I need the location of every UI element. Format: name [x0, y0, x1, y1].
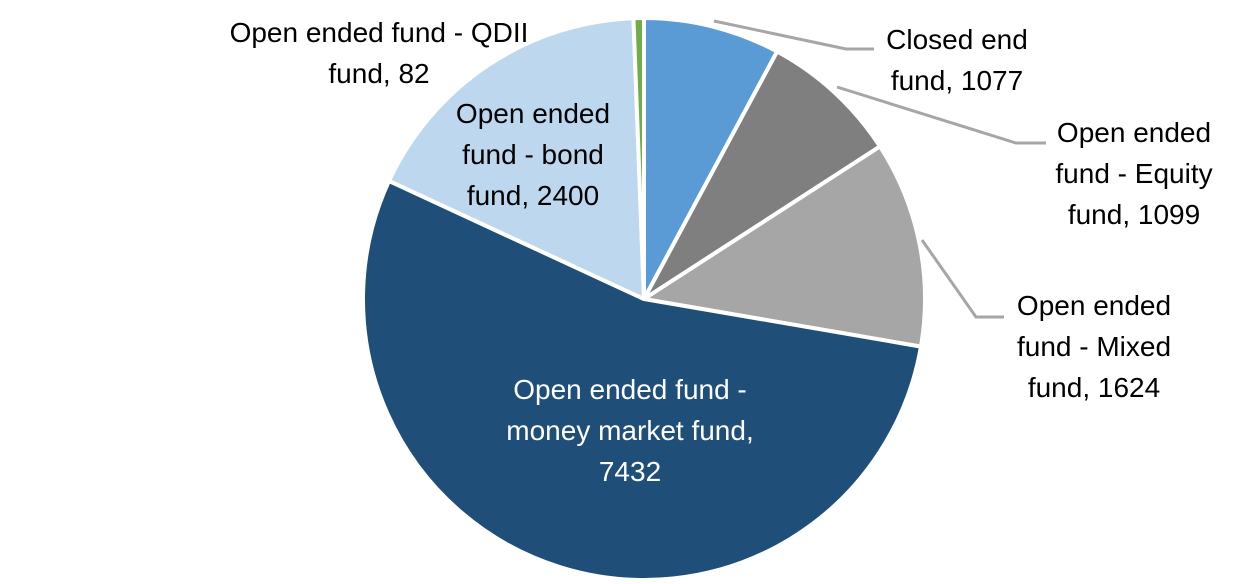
pie-label-line: fund, 1077	[890, 65, 1024, 96]
pie-label-line: Open ended	[1056, 117, 1212, 148]
pie-label-money-market-fund: Open ended fund - money market fund, 743…	[506, 369, 753, 492]
pie-label-line: fund, 82	[328, 58, 430, 89]
pie-label-line: fund, 1624	[1027, 372, 1161, 403]
pie-label-line: 7432	[598, 456, 662, 487]
leader-line-closed-end-fund	[713, 19, 874, 51]
pie-slice-open-ended-fund-mixed-fund	[642, 144, 927, 349]
pie-label-line: money market fund,	[506, 415, 754, 446]
pie-slice-open-ended-fund-bond-fund	[387, 16, 646, 301]
pie-label-line: Open ended	[1016, 290, 1172, 321]
leader-line-mixed-fund	[920, 239, 1004, 319]
pie-slice-closed-end-fund	[642, 16, 780, 301]
pie-label-line: fund - Equity	[1055, 158, 1213, 189]
pie-label-line: fund - bond	[462, 139, 604, 170]
pie-slice-open-ended-fund-money-market-fund	[361, 178, 923, 582]
pie-label-qdii-fund: Open ended fund - QDII fund, 82	[230, 12, 529, 94]
pie-label-line: fund, 2400	[466, 180, 600, 211]
pie-label-line: fund, 1099	[1067, 199, 1201, 230]
pie-label-mixed-fund: Open ended fund - Mixed fund, 1624	[1017, 285, 1171, 408]
pie-label-line: Closed end	[886, 24, 1028, 55]
leader-line-equity-fund	[836, 85, 1046, 145]
pie-label-line: Open ended fund - QDII	[229, 17, 529, 48]
pie-label-bond-fund: Open ended fund - bond fund, 2400	[456, 93, 610, 216]
pie-label-closed-end-fund: Closed end fund, 1077	[886, 19, 1028, 101]
pie-slice-open-ended-fund-equity-fund	[642, 49, 882, 301]
pie-label-line: fund - Mixed	[1016, 331, 1172, 362]
pie-slice-open-ended-fund-qdii-fund	[631, 16, 646, 301]
pie-label-line: Open ended fund -	[513, 374, 747, 405]
pie-label-equity-fund: Open ended fund - Equity fund, 1099	[1055, 112, 1212, 235]
pie-label-line: Open ended	[455, 98, 611, 129]
